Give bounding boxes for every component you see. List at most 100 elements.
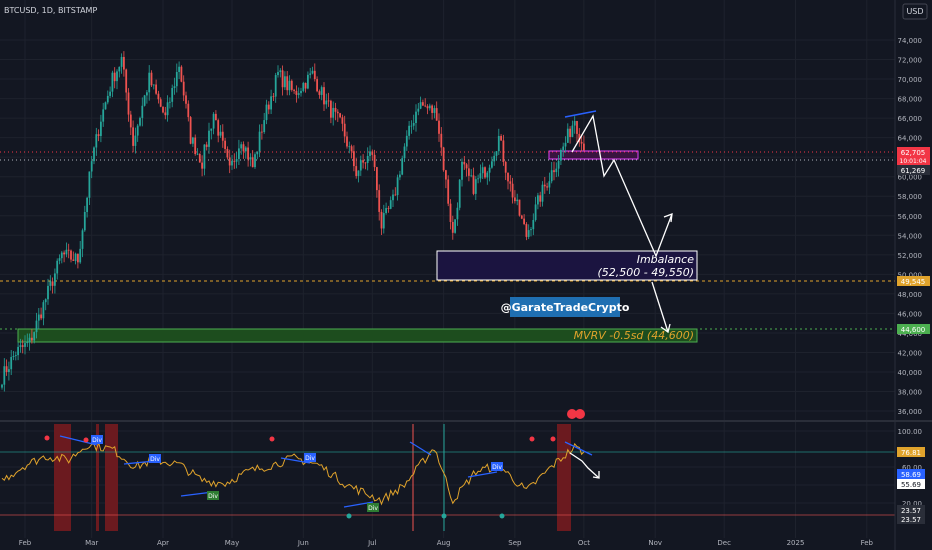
currency-button[interactable] [902, 3, 928, 20]
candle-body [201, 162, 203, 169]
candle-body [31, 337, 33, 341]
candle-body [419, 102, 422, 109]
candle-body [240, 144, 243, 149]
candle-body [555, 168, 558, 173]
candle-body [217, 120, 220, 136]
candle-body [523, 218, 525, 225]
candle-body [392, 194, 394, 201]
candle-body [60, 252, 63, 259]
mvrv-label: MVRV -0.5sd (44,600) [574, 329, 694, 342]
candle-body [497, 136, 500, 152]
div-label: Div [492, 464, 502, 471]
candle-body [90, 161, 93, 172]
candle-body [203, 144, 206, 169]
time-axis[interactable]: Feb Mar Apr May Jun Jul Aug Sep Oct Nov Dec 2025 Feb [19, 539, 874, 547]
candle-body [10, 357, 13, 370]
candle-body [148, 72, 151, 93]
candle-body [65, 249, 68, 255]
candle-body [502, 140, 505, 162]
candle-body [493, 155, 496, 162]
div-labels: Div Div Div Div Div Div [91, 435, 503, 512]
candle-body [415, 111, 417, 124]
indicator-axis-label: 20.00 [902, 500, 922, 508]
candle-body [500, 136, 502, 141]
indicator-zone-1 [54, 424, 71, 531]
price-tag-bg [897, 324, 930, 334]
alert-icon[interactable] [567, 409, 585, 419]
candle-body [58, 258, 61, 261]
candle-body [40, 314, 42, 319]
div-label: Div [92, 437, 102, 444]
imbalance-zone[interactable] [436, 250, 698, 281]
watermark-box [510, 297, 620, 317]
candle-body [371, 151, 374, 155]
candle-body [146, 92, 148, 96]
price-axis-label: 46,000 [898, 310, 923, 318]
candle-body [293, 89, 295, 91]
price-axis-label: 72,000 [898, 57, 923, 65]
div-label-bg [207, 491, 219, 500]
magenta-zone[interactable] [548, 150, 639, 160]
candle-body [491, 161, 493, 168]
candle-body [573, 121, 576, 126]
candle-body [369, 151, 371, 156]
candle-body [86, 197, 88, 212]
candle-body [175, 72, 178, 87]
price-axis-label: 56,000 [898, 213, 923, 221]
time-axis-label: Jul [367, 539, 377, 547]
candle-body [185, 95, 187, 104]
candle-body [212, 113, 215, 129]
candle-body [320, 87, 323, 95]
candle-body [426, 106, 429, 109]
candle-body [424, 105, 427, 107]
candle-body [359, 160, 362, 171]
candle-body [458, 179, 461, 208]
candle-body [44, 299, 47, 303]
candle-body [219, 131, 222, 136]
time-axis-label: Sep [508, 539, 522, 547]
candle-body [477, 178, 479, 180]
candle-body [19, 345, 22, 347]
candle-body [560, 150, 562, 161]
candle-body [125, 69, 128, 93]
candle-body [412, 123, 415, 126]
time-axis-label: Dec [717, 539, 731, 547]
candle-body [332, 107, 335, 118]
indicator-zone-3 [105, 424, 118, 531]
candle-body [247, 147, 249, 160]
candle-body [408, 125, 410, 136]
div-label-bg [149, 454, 161, 463]
candle-body [196, 153, 199, 155]
price-axis-label: 38,000 [898, 389, 923, 397]
candle-body [327, 100, 330, 102]
candle-body [583, 143, 585, 151]
indicator-tag: 76.81 [901, 449, 921, 457]
candle-body [164, 112, 167, 116]
candle-body [530, 229, 532, 231]
candle-body [143, 95, 146, 106]
candle-body [488, 167, 491, 173]
candle-body [454, 219, 456, 233]
candle-body [339, 113, 341, 118]
candle-body [8, 369, 10, 373]
candle-body [387, 208, 390, 209]
price-axis-label: 68,000 [898, 96, 923, 104]
price-tag-countdown: 10:01:04 [900, 158, 927, 165]
candle-body [422, 102, 424, 106]
candle-body [389, 200, 392, 209]
price-axis-label: 40,000 [898, 369, 923, 377]
candle-body [580, 141, 583, 144]
candle-body [187, 103, 190, 118]
candle-body [373, 154, 376, 168]
candle-body [35, 320, 38, 333]
mvrv-zone[interactable] [17, 328, 698, 343]
candle-body [527, 230, 530, 237]
candle-body [378, 190, 381, 212]
candle-body [42, 302, 45, 319]
candle-body [159, 99, 162, 107]
candle-body [566, 128, 569, 143]
div-label-bg [304, 453, 316, 462]
candle-body [355, 166, 358, 176]
candle-body [279, 70, 282, 73]
